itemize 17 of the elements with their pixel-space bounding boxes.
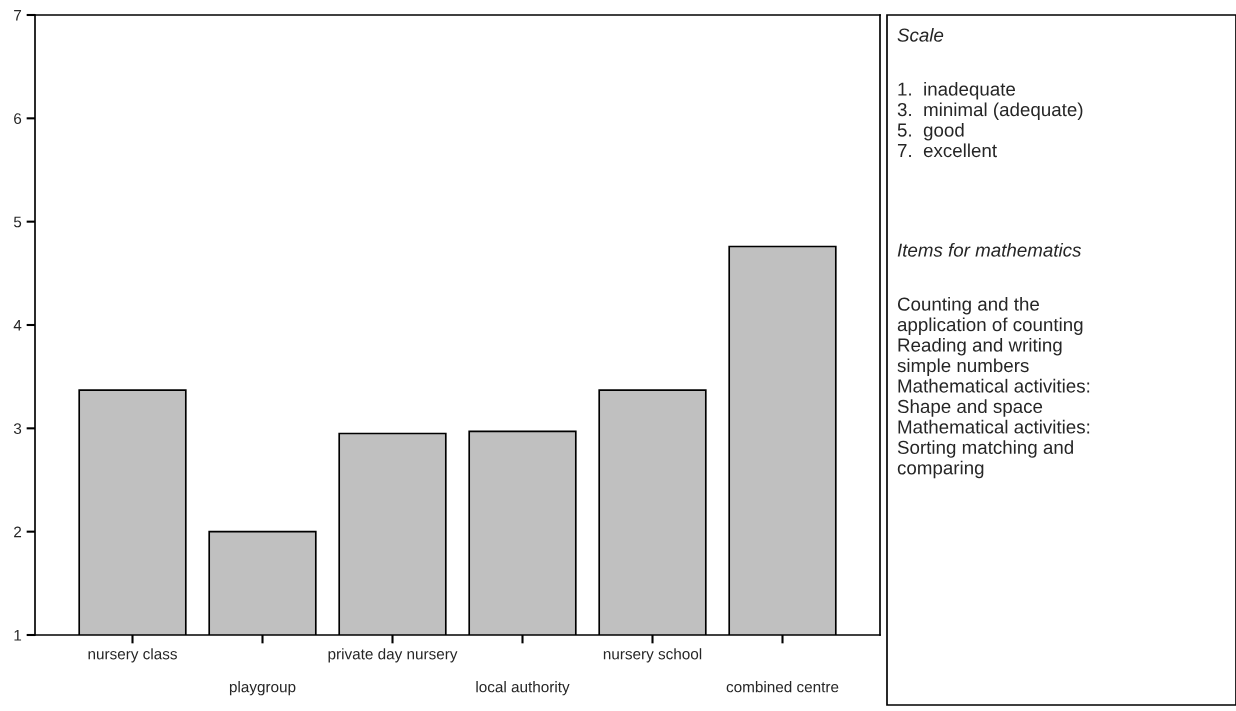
x-tick-label: nursery school — [603, 648, 702, 663]
text: Scale — [897, 28, 944, 42]
x-tick-label: combined centre — [726, 681, 839, 693]
y-tick-label: 4 — [13, 320, 22, 331]
text: 1. inadequate 3. minimal (adequate) 5. good 7. excellent — [897, 82, 1083, 158]
x-tick-label: private day nursery — [328, 648, 458, 663]
y-tick-label: 7 — [14, 10, 22, 21]
text: Counting and the application of counting Reading and writing simple numbers Mathematical activities: Shape and space Mathematical activities: Sorting matching and comparing — [897, 297, 1090, 479]
x-tick-label: nursery class — [88, 648, 177, 663]
y-tick-label: 3 — [13, 423, 22, 435]
text: Items for mathematics — [897, 243, 1082, 257]
y-tick-label: 5 — [13, 216, 22, 228]
y-tick-label: 6 — [14, 113, 22, 125]
x-tick-label: playgroup — [229, 681, 296, 696]
y-tick-label: 2 — [14, 526, 22, 538]
x-tick-label: local authority — [476, 681, 570, 696]
y-tick-label: 1 — [14, 630, 22, 641]
